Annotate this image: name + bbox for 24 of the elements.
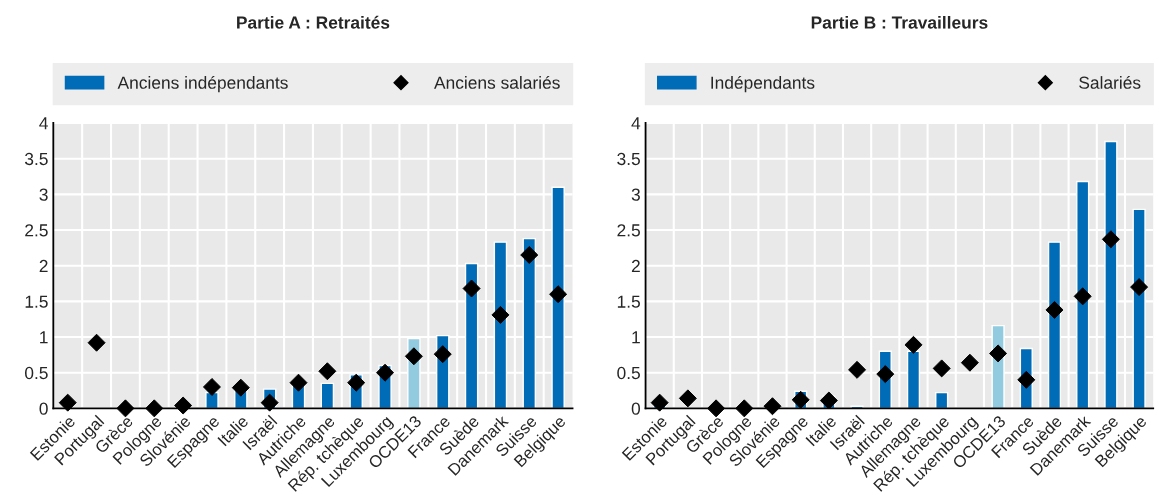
y-tick-label: 1.5 — [617, 295, 640, 308]
legend-label: Anciens salariés — [434, 75, 560, 89]
y-tick-label: 0 — [631, 402, 641, 415]
y-tick-label: 2.5 — [617, 224, 640, 237]
y-tick-label: 3 — [631, 188, 640, 201]
y-tick-label: 1.5 — [25, 295, 48, 308]
y-tick-label: 3.5 — [617, 152, 640, 166]
y-tick-label: 2 — [631, 259, 640, 272]
y-tick-label: 0 — [39, 402, 48, 415]
y-tick-label: 3 — [39, 188, 48, 201]
chart-title: Partie B : Travailleurs — [811, 15, 988, 29]
y-tick-label: 0.5 — [617, 366, 640, 380]
y-tick-label: 3.5 — [24, 152, 48, 166]
y-tick-label: 4 — [631, 117, 641, 130]
y-tick-label: 0.5 — [25, 366, 48, 380]
legend-label: Indépendants — [711, 75, 815, 93]
y-tick-label: 4 — [39, 117, 48, 130]
legend-label: Salariés — [1079, 75, 1141, 89]
y-tick-label: 2.5 — [25, 224, 48, 237]
y-tick-label: 1 — [632, 331, 640, 344]
legend-label: Anciens indépendants — [117, 75, 288, 93]
chart-title: Partie A : Retraités — [237, 15, 390, 29]
y-tick-label: 1 — [40, 331, 48, 344]
y-tick-label: 2 — [39, 259, 48, 272]
